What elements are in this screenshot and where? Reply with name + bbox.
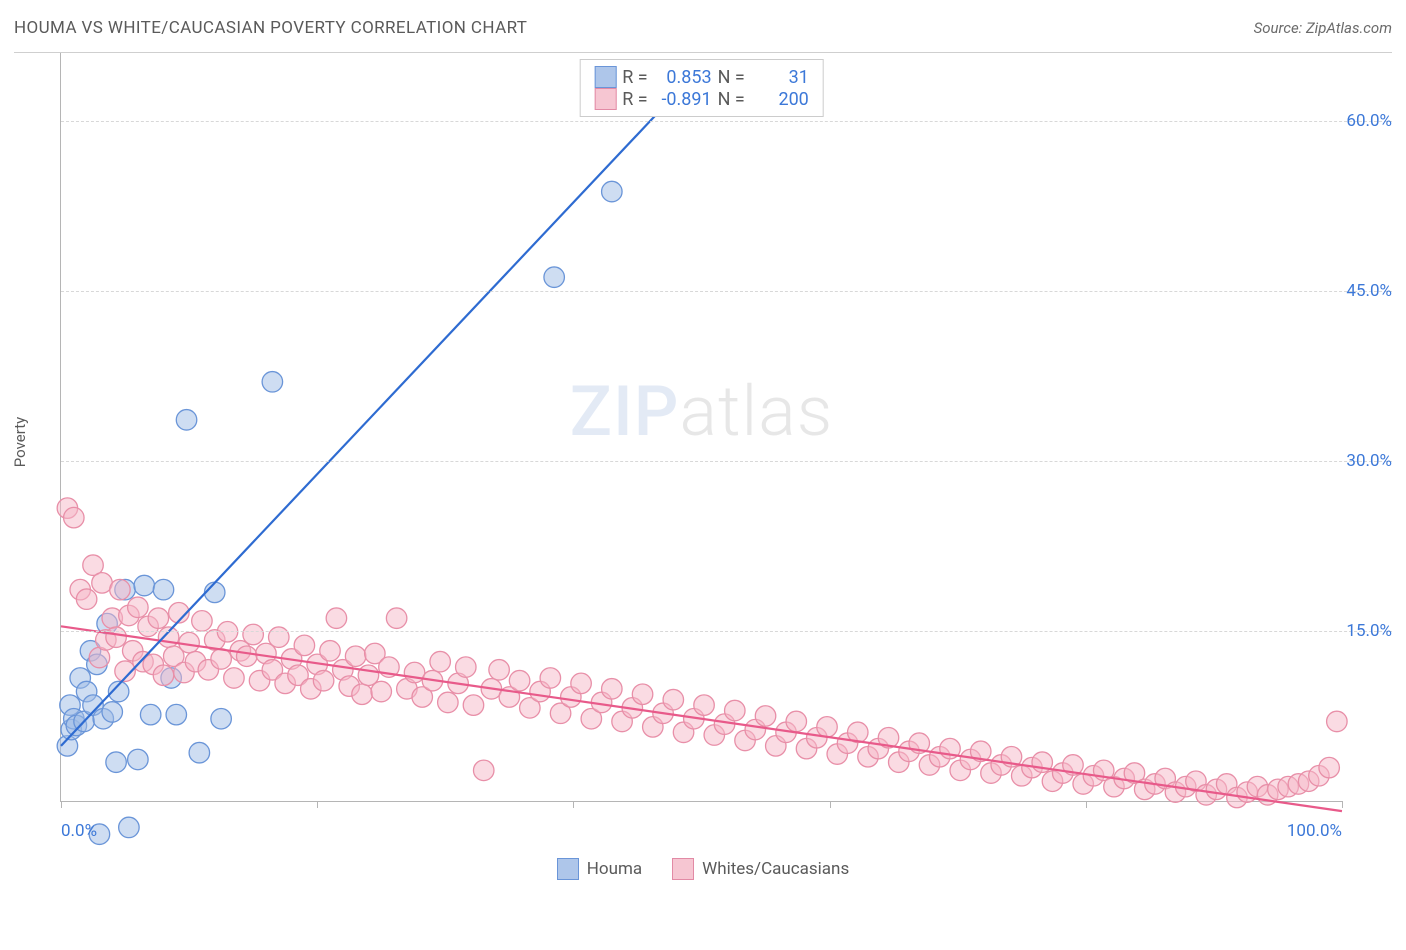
gridline	[61, 291, 1392, 292]
plot-area: ZIPatlas R = 0.853 N = 31 R = -0.891 N =…	[60, 53, 1342, 802]
legend-label-houma: Houma	[587, 859, 642, 879]
legend-swatch-houma	[557, 858, 579, 880]
y-tick-label: 45.0%	[1344, 281, 1392, 301]
stats-row-houma: R = 0.853 N = 31	[594, 66, 809, 88]
legend-item-houma: Houma	[557, 858, 642, 880]
x-tick	[830, 801, 831, 808]
swatch-houma	[594, 66, 616, 88]
x-tick-label: 0.0%	[61, 821, 97, 841]
y-tick-label: 15.0%	[1344, 621, 1392, 641]
gridline	[61, 461, 1392, 462]
legend-item-white: Whites/Caucasians	[672, 858, 849, 880]
x-tick	[1086, 801, 1087, 808]
gridline	[61, 121, 1392, 122]
y-tick-label: 30.0%	[1344, 451, 1392, 471]
x-tick	[61, 801, 62, 808]
gridline	[61, 631, 1392, 632]
source-label: Source: ZipAtlas.com	[1254, 19, 1392, 37]
chart-title: HOUMA VS WHITE/CAUCASIAN POVERTY CORRELA…	[14, 18, 527, 38]
plot-svg	[61, 53, 1342, 950]
x-tick	[1342, 801, 1343, 808]
legend-label-white: Whites/Caucasians	[702, 859, 849, 879]
legend: Houma Whites/Caucasians	[0, 858, 1406, 880]
chart-container: Poverty ZIPatlas R = 0.853 N = 31 R = -0…	[14, 52, 1392, 830]
x-tick	[317, 801, 318, 808]
y-axis-title: Poverty	[11, 416, 29, 466]
x-tick-label: 100.0%	[1287, 821, 1342, 841]
legend-swatch-white	[672, 858, 694, 880]
y-tick-label: 60.0%	[1344, 111, 1392, 131]
x-tick	[573, 801, 574, 808]
stats-box: R = 0.853 N = 31 R = -0.891 N = 200	[579, 59, 824, 117]
swatch-white	[594, 88, 616, 110]
stats-row-white: R = -0.891 N = 200	[594, 88, 809, 110]
